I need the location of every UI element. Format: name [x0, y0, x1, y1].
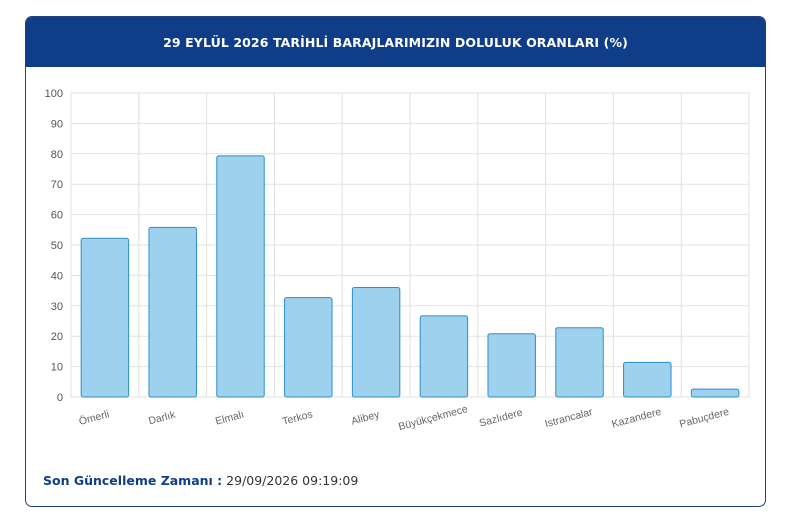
- bar-5[interactable]: [419, 315, 469, 398]
- y-tick-label: 50: [51, 240, 63, 252]
- y-tick-label: 30: [51, 301, 63, 313]
- last-update-value: 29/09/2026 09:19:09: [222, 473, 359, 488]
- y-tick-label: 10: [51, 362, 63, 374]
- y-tick-label: 90: [51, 118, 63, 130]
- x-tick-label: Kazandere: [610, 406, 662, 431]
- last-update-label: Son Güncelleme Zamanı :: [43, 473, 223, 488]
- x-tick-label: Alibey: [350, 408, 381, 427]
- y-tick-label: 40: [51, 270, 63, 282]
- bar-7[interactable]: [555, 327, 604, 398]
- y-tick-label: 70: [51, 179, 63, 191]
- x-tick-label: Büyükçekmece: [397, 403, 469, 433]
- bar-6[interactable]: [487, 333, 536, 398]
- y-tick-label: 60: [51, 210, 63, 222]
- bar-1[interactable]: [148, 226, 197, 398]
- x-axis-ticks: Ömerli Darlık Elmalı Terkos Alibey Büyükçekme…: [78, 403, 731, 433]
- y-tick-label: 100: [45, 88, 63, 100]
- chart-title: 29 EYLÜL 2026 TARİHLİ BARAJLARIMIZIN DOL…: [163, 34, 628, 50]
- y-tick-label: 80: [51, 149, 63, 161]
- x-tick-label: Terkos: [281, 408, 314, 428]
- bar-4[interactable]: [351, 287, 401, 398]
- y-tick-label: 0: [57, 392, 63, 404]
- grid-lines: [70, 92, 750, 398]
- last-update: Son Güncelleme Zamanı : 29/09/2026 09:19…: [43, 473, 358, 488]
- bar-chart: 0 10 20 30 40 50 60 70 80 90 100 Ömerli Darlık Elmal…: [45, 88, 750, 433]
- y-axis-ticks: 0 10 20 30 40 50 60 70 80 90 100: [45, 88, 63, 404]
- x-tick-label: Istrancalar: [543, 406, 594, 430]
- chart-card: 29 EYLÜL 2026 TARİHLİ BARAJLARIMIZIN DOL…: [25, 16, 766, 507]
- x-tick-label: Elmalı: [214, 409, 245, 428]
- x-tick-label: Sazlıdere: [478, 407, 524, 430]
- card-header: 29 EYLÜL 2026 TARİHLİ BARAJLARIMIZIN DOL…: [26, 17, 765, 67]
- x-tick-label: Pabuçdere: [678, 406, 730, 431]
- y-tick-label: 20: [51, 331, 63, 343]
- bar-0[interactable]: [80, 237, 130, 398]
- bar-2[interactable]: [216, 155, 265, 398]
- bar-8[interactable]: [623, 361, 672, 398]
- bar-9[interactable]: [690, 388, 740, 398]
- bars: [80, 155, 740, 398]
- x-tick-label: Ömerli: [78, 408, 111, 428]
- x-tick-label: Darlık: [147, 409, 177, 428]
- bar-3[interactable]: [284, 297, 333, 398]
